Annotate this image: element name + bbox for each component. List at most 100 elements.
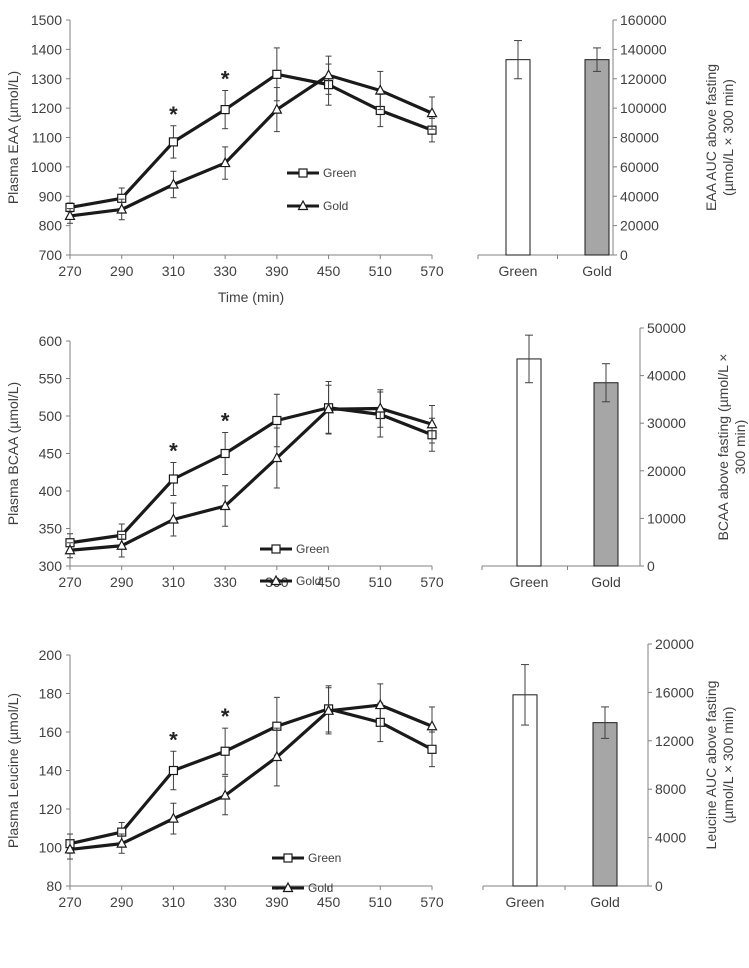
line4-significance-star: * bbox=[221, 704, 230, 729]
line0-x-tick-label: 330 bbox=[213, 263, 237, 279]
bar3-y-label-line: 300 min) bbox=[732, 420, 748, 474]
line0-y-tick-label: 1000 bbox=[31, 159, 62, 175]
bar1-y-tick-label: 80000 bbox=[620, 130, 659, 146]
line2-legend-gold-label: Gold bbox=[296, 574, 321, 588]
line4-legend-gold-marker bbox=[282, 881, 294, 893]
bar3-y-label-line: BCAA above fasting (µmol/L × bbox=[715, 354, 731, 541]
bar1-x-tick-label: Green bbox=[499, 263, 538, 279]
bar1-y-tick-label: 120000 bbox=[620, 71, 667, 87]
line0-legend-gold-marker bbox=[297, 199, 309, 211]
bar1-y-tick-label: 160000 bbox=[620, 12, 667, 28]
line0-x-tick-label: 390 bbox=[265, 263, 289, 279]
line0-series-gold-point bbox=[426, 106, 438, 118]
line0-y-tick-label: 1100 bbox=[32, 130, 62, 146]
line4-series-gold-point bbox=[167, 812, 179, 823]
bar5-bar-green bbox=[512, 694, 538, 887]
line4-x-tick-label: 390 bbox=[265, 894, 289, 910]
line4-series-gold-point bbox=[116, 837, 128, 848]
line4-y-label: Plasma Leucine (µmol/L) bbox=[5, 693, 21, 848]
bar1-y-tick-label: 0 bbox=[620, 247, 628, 263]
bar1-y-tick-label: 140000 bbox=[620, 41, 667, 57]
line4-series-green-point bbox=[220, 746, 230, 756]
line0-y-tick-label: 800 bbox=[39, 218, 63, 234]
line4-y-tick-label: 180 bbox=[39, 686, 63, 702]
line0-series-gold-point bbox=[219, 156, 231, 168]
line0-series-green-point bbox=[168, 137, 179, 147]
line2-series-gold-point bbox=[219, 499, 231, 511]
line4-series-gold-point bbox=[426, 719, 438, 731]
bar5-y-tick-label: 12000 bbox=[655, 733, 694, 749]
line0-series-gold-line bbox=[69, 73, 433, 218]
line2-series-gold-point bbox=[374, 402, 386, 413]
line2-y-tick-label: 450 bbox=[39, 446, 63, 462]
line2-series-gold-point bbox=[271, 451, 283, 463]
line0-x-tick-label: 310 bbox=[162, 263, 186, 279]
bar3-y-tick-label: 0 bbox=[647, 558, 655, 574]
line2-y-tick-label: 550 bbox=[39, 371, 63, 387]
bar1-y-tick-label: 40000 bbox=[620, 188, 659, 204]
bar5-y-label-line: Leucine AUC above fasting bbox=[703, 681, 719, 850]
line4-significance-star: * bbox=[169, 727, 178, 752]
line4-legend-green-label: Green bbox=[308, 851, 341, 865]
line4-y-tick-label: 200 bbox=[39, 647, 63, 663]
line4-y-tick-label: 100 bbox=[39, 840, 63, 856]
line0-significance-star: * bbox=[221, 67, 230, 92]
line4-x-tick-label: 450 bbox=[317, 894, 341, 910]
bar3-y-tick-label: 10000 bbox=[647, 510, 686, 526]
line4-x-tick-label: 330 bbox=[213, 894, 237, 910]
bar5-y-tick-label: 16000 bbox=[655, 684, 694, 700]
line0-series-gold-point bbox=[271, 103, 283, 114]
line4-series-gold-point bbox=[323, 704, 335, 715]
line2-x-tick-label: 510 bbox=[369, 574, 393, 590]
line0-series-gold-point bbox=[116, 203, 128, 214]
bar3-x-tick-label: Green bbox=[510, 574, 549, 590]
line2-x-tick-label: 450 bbox=[317, 574, 341, 590]
line2-y-tick-label: 500 bbox=[39, 408, 63, 424]
line2-y-tick-label: 350 bbox=[39, 521, 63, 537]
bar1-y-label-line: EAA AUC above fasting bbox=[703, 64, 719, 211]
line2-x-tick-label: 570 bbox=[420, 574, 444, 590]
bar3-y-tick-label: 50000 bbox=[647, 320, 686, 336]
line2-series-green-point bbox=[168, 474, 179, 484]
bar3-y-tick-label: 40000 bbox=[647, 368, 686, 384]
line0-series-gold-point bbox=[374, 84, 386, 95]
bar1-x-tick-label: Gold bbox=[582, 263, 612, 279]
line0-y-tick-label: 900 bbox=[39, 188, 63, 204]
line2-series-gold-point bbox=[64, 543, 76, 555]
line4-series-green-point bbox=[427, 744, 437, 754]
line0-legend-gold-label: Gold bbox=[323, 199, 348, 213]
bar5-y-tick-label: 8000 bbox=[655, 781, 686, 797]
line0-series-green-point bbox=[272, 69, 282, 79]
line2-significance-star: * bbox=[169, 439, 178, 464]
line0-series-gold-point bbox=[64, 209, 76, 221]
line0-series-gold-point bbox=[167, 178, 179, 189]
bar1-bar-green bbox=[505, 59, 531, 256]
bar3-bar-green bbox=[516, 358, 542, 567]
line4-series-gold-point bbox=[271, 750, 283, 762]
line2-legend-gold-marker bbox=[270, 574, 282, 586]
line4-x-tick-label: 290 bbox=[110, 894, 134, 910]
line0-legend-green-label: Green bbox=[323, 166, 356, 180]
bar1-y-tick-label: 20000 bbox=[620, 218, 659, 234]
line2-series-gold-line bbox=[69, 406, 433, 552]
line2-y-tick-label: 400 bbox=[39, 483, 63, 499]
line4-series-green-point bbox=[168, 765, 179, 776]
bar3-y-tick-label: 20000 bbox=[647, 463, 686, 479]
line2-legend-green-marker bbox=[271, 544, 281, 554]
line0-x-tick-label: 270 bbox=[58, 263, 82, 279]
bar5-x-tick-label: Green bbox=[506, 894, 545, 910]
line2-series-gold-point bbox=[426, 417, 438, 429]
line0-y-tick-label: 700 bbox=[39, 247, 63, 263]
line0-series-gold-point bbox=[323, 68, 335, 80]
line0-legend-green-marker bbox=[298, 168, 308, 178]
line2-significance-star: * bbox=[221, 409, 230, 434]
bar3-x-tick-label: Gold bbox=[591, 574, 621, 590]
line4-y-tick-label: 160 bbox=[39, 724, 63, 740]
line4-y-tick-label: 140 bbox=[39, 763, 63, 779]
bar5-y-tick-label: 4000 bbox=[655, 830, 686, 846]
line2-y-label: Plasma BCAA (µmol/L) bbox=[5, 382, 21, 525]
line2-series-gold-point bbox=[323, 402, 335, 414]
line0-series-green-line bbox=[69, 72, 433, 209]
line4-legend-green-marker bbox=[283, 853, 293, 863]
